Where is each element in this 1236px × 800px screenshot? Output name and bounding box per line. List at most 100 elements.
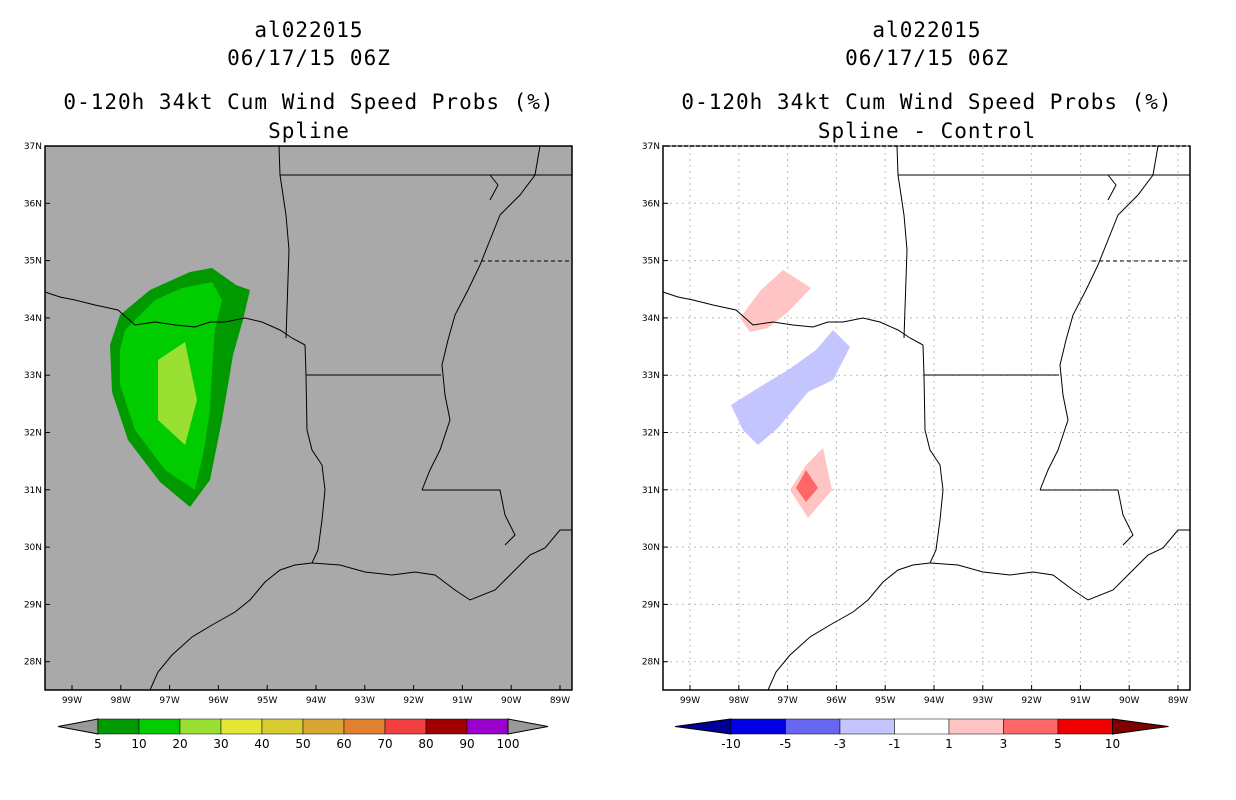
panel-subtitle: Spline - Control: [817, 119, 1037, 143]
lat-tick-label: 35N: [642, 257, 660, 267]
lon-tick-label: 93W: [973, 696, 993, 706]
colorbar-segment: [466, 718, 509, 735]
colorbar: 5 10 20 30 40 50 60 70 80 90 100: [57, 718, 549, 751]
lon-tick-group: 99W 98W 97W 96W 95W 94W 93W 92W 91W 90W 89W: [62, 685, 570, 706]
colorbar-label: -10: [721, 737, 741, 751]
colorbar-segment: [220, 718, 263, 735]
colorbar-label: 5: [1054, 737, 1062, 751]
colorbar-label: -3: [834, 737, 846, 751]
lat-tick-group: 37N 36N 35N 34N 33N 32N 31N 30N 29N 28N: [642, 142, 668, 668]
colorbar-segment: [179, 718, 222, 735]
lat-tick-label: 37N: [642, 142, 660, 152]
colorbar-label: 30: [213, 737, 228, 751]
lon-tick-label: 94W: [924, 696, 944, 706]
map-lines: [44, 145, 572, 691]
colorbar-label: 50: [295, 737, 310, 751]
lon-tick-label: 99W: [680, 696, 700, 706]
right-panel: al022015 06/17/15 06Z 0-120h 34kt Cum Wi…: [618, 0, 1236, 800]
lat-tick-group: 37N 36N 35N 34N 33N 32N 31N 30N 29N 28N: [24, 142, 50, 668]
prob-shade-20: [158, 342, 197, 445]
lon-tick-group: 99W 98W 97W 96W 95W 94W 93W 92W 91W 90W 89W: [680, 685, 1188, 706]
lat-tick-label: 30N: [24, 543, 42, 553]
lat-tick-label: 33N: [642, 371, 660, 381]
lat-tick-label: 32N: [642, 429, 660, 439]
product-title: 0-120h 34kt Cum Wind Speed Probs (%): [681, 90, 1173, 114]
colorbar-segment: [97, 718, 140, 735]
lat-tick-label: 28N: [24, 658, 42, 668]
colorbar-segment: [384, 718, 427, 735]
lat-tick-label: 36N: [24, 199, 42, 209]
panel-subtitle: Spline: [268, 119, 350, 143]
colorbar-label: 90: [459, 737, 474, 751]
colorbar-label: 60: [336, 737, 351, 751]
lon-tick-label: 97W: [777, 696, 797, 706]
state-border-dashed: [1040, 260, 1190, 491]
lat-tick-label: 32N: [24, 429, 42, 439]
lon-tick-label: 95W: [875, 696, 895, 706]
grid-lines: [664, 145, 1189, 689]
colorbar-label: 5: [94, 737, 102, 751]
lon-tick-label: 91W: [452, 696, 472, 706]
lon-tick-label: 96W: [826, 696, 846, 706]
colorbar-segment: [302, 718, 345, 735]
lat-tick-label: 37N: [24, 142, 42, 152]
colorbar-label: 10: [1105, 737, 1120, 751]
colorbar-segment: [730, 718, 786, 735]
product-title: 0-120h 34kt Cum Wind Speed Probs (%): [63, 90, 555, 114]
colorbar-end-right: [1112, 718, 1169, 735]
lat-tick-label: 34N: [642, 314, 660, 324]
right-map-svg: 99W 98W 97W 96W 95W 94W 93W 92W 91W 90W 89W 37N 36N…: [642, 142, 1191, 751]
storm-id: al022015: [872, 18, 982, 42]
lat-tick-label: 29N: [642, 600, 660, 610]
datetime: 06/17/15 06Z: [227, 46, 391, 70]
lat-tick-label: 31N: [642, 486, 660, 496]
lon-tick-label: 89W: [550, 696, 570, 706]
colorbar-segment: [425, 718, 468, 735]
lat-tick-label: 28N: [642, 658, 660, 668]
lat-tick-label: 30N: [642, 543, 660, 553]
colorbar-segment: [1003, 718, 1059, 735]
colorbar-segment: [785, 718, 841, 735]
left-panel: al022015 06/17/15 06Z 0-120h 34kt Cum Wi…: [24, 18, 573, 751]
lon-tick-label: 93W: [355, 696, 375, 706]
colorbar-label: -1: [889, 737, 901, 751]
lat-tick-label: 36N: [642, 199, 660, 209]
colorbar-segment: [343, 718, 386, 735]
colorbar-label: 80: [418, 737, 433, 751]
lat-tick-label: 34N: [24, 314, 42, 324]
lat-tick-label: 33N: [24, 371, 42, 381]
left-map-svg: 99W 98W 97W 96W 95W 94W 93W 92W 91W 90W 89W 37N 36N…: [24, 142, 573, 751]
colorbar-label: 1: [945, 737, 953, 751]
colorbar-segment: [261, 718, 304, 735]
colorbar-end-right: [507, 718, 549, 735]
lat-tick-label: 31N: [24, 486, 42, 496]
lon-tick-label: 98W: [729, 696, 749, 706]
lon-tick-label: 90W: [501, 696, 521, 706]
colorbar-end-left: [57, 718, 99, 735]
lon-tick-label: 91W: [1070, 696, 1090, 706]
lat-tick-label: 29N: [24, 600, 42, 610]
lon-tick-label: 99W: [62, 696, 82, 706]
lon-tick-label: 94W: [306, 696, 326, 706]
colorbar-label: -5: [780, 737, 792, 751]
lon-tick-label: 96W: [208, 696, 228, 706]
lat-tick-label: 35N: [24, 257, 42, 267]
colorbar-label: 20: [172, 737, 187, 751]
colorbar-end-left: [674, 718, 732, 735]
lon-tick-label: 90W: [1119, 696, 1139, 706]
storm-id: al022015: [254, 18, 364, 42]
colorbar-label: 100: [497, 737, 520, 751]
lon-tick-label: 95W: [257, 696, 277, 706]
colorbar-label: 40: [254, 737, 269, 751]
colorbar-segment: [948, 718, 1004, 735]
colorbar-label: 70: [377, 737, 392, 751]
datetime: 06/17/15 06Z: [845, 46, 1009, 70]
colorbar: -10 -5 -3 -1 1 3 5 10: [674, 718, 1169, 751]
lon-tick-label: 92W: [1021, 696, 1041, 706]
colorbar-segment: [839, 718, 895, 735]
colorbar-label: 3: [1000, 737, 1008, 751]
lon-tick-label: 98W: [111, 696, 131, 706]
diff-shade-pos-3: [796, 470, 818, 502]
colorbar-segment: [894, 718, 950, 735]
lon-tick-label: 89W: [1168, 696, 1188, 706]
